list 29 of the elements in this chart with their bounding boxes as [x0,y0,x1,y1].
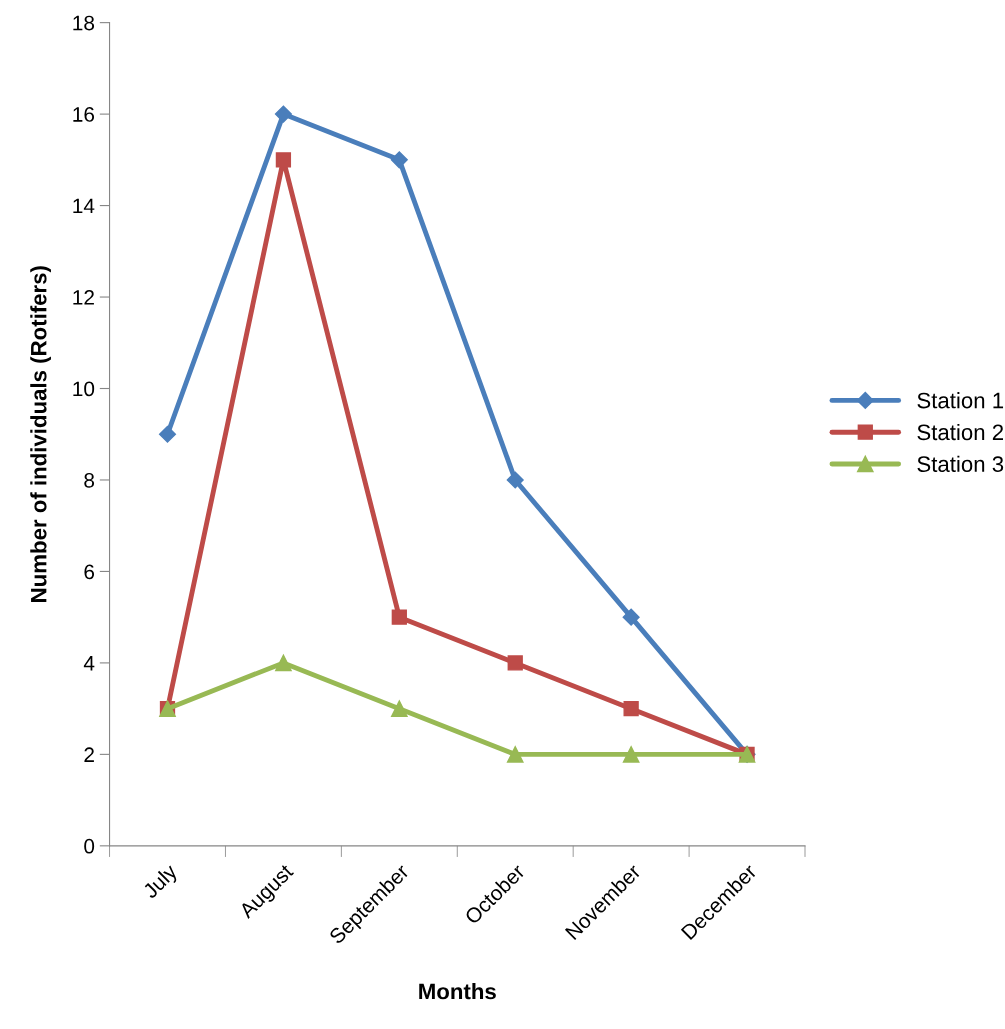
legend-label: Station 2 [917,423,1004,441]
point [622,608,640,626]
point [274,105,292,123]
y-tick-label: 16 [73,107,95,122]
y-tick-label: 0 [84,838,95,854]
point [158,425,177,443]
point [390,700,408,717]
legend-label: Station 3 [917,455,1004,473]
legend-label: Station 1 [917,392,1004,409]
point [391,609,407,625]
x-tick-label: July [141,862,182,903]
y-tick-label: 6 [84,564,95,580]
point [623,700,639,717]
y-tick-label: 4 [83,656,95,671]
y-tick-label: 14 [73,198,95,214]
point [507,655,523,671]
point [390,151,408,169]
x-axis-title: Months [419,983,496,1000]
point [506,471,524,489]
y-tick-label: 2 [84,747,94,762]
y-tick-label: 10 [73,381,95,397]
y-tick-label: 12 [73,290,94,305]
point [622,746,640,763]
y-axis-title: Number of individuals (Rotifers) [30,266,51,602]
point [275,654,292,672]
y-tick-label: 8 [84,472,95,488]
point [506,746,524,763]
y-tick-label: 18 [73,15,95,31]
point [275,152,292,168]
